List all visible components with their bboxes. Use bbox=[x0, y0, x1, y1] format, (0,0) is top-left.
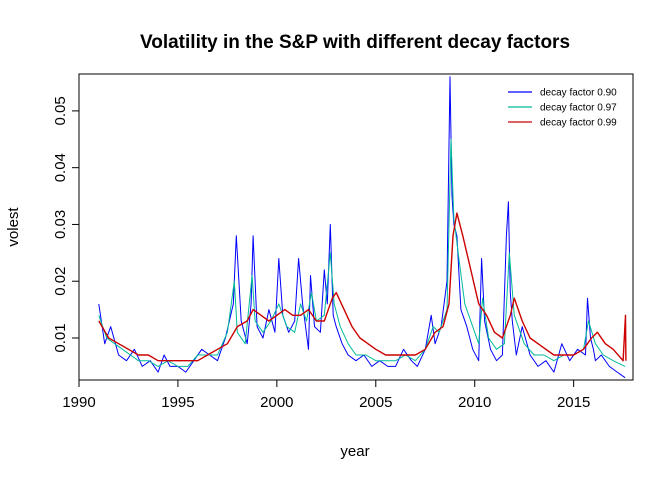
legend-label: decay factor 0.99 bbox=[540, 118, 617, 129]
legend-label: decay factor 0.97 bbox=[540, 103, 617, 114]
x-tick-label: 2000 bbox=[260, 394, 293, 411]
y-tick-label: 0.03 bbox=[52, 210, 69, 239]
x-axis-label: year bbox=[340, 443, 369, 460]
y-axis: 0.01 0.02 0.03 0.04 0.05 bbox=[52, 96, 80, 353]
x-tick-label: 2015 bbox=[557, 394, 590, 411]
y-tick-label: 0.04 bbox=[52, 153, 69, 182]
legend: decay factor 0.90 decay factor 0.97 decay … bbox=[508, 88, 617, 129]
chart-title: Volatility in the S&P with different dec… bbox=[140, 32, 570, 53]
x-tick-label: 2005 bbox=[359, 394, 392, 411]
x-tick-label: 2010 bbox=[458, 394, 491, 411]
x-tick-label: 1990 bbox=[62, 394, 95, 411]
y-tick-label: 0.02 bbox=[52, 267, 69, 296]
series-line-1 bbox=[98, 138, 626, 367]
y-tick-label: 0.01 bbox=[52, 323, 69, 352]
series-layer bbox=[98, 76, 627, 379]
x-tick-label: 1995 bbox=[161, 394, 194, 411]
series-line-2 bbox=[98, 212, 627, 362]
x-axis: 1990 1995 2000 2005 2010 2015 bbox=[62, 379, 590, 411]
legend-label: decay factor 0.90 bbox=[540, 88, 617, 99]
y-tick-label: 0.05 bbox=[52, 96, 69, 125]
y-axis-label: volest bbox=[5, 207, 22, 247]
